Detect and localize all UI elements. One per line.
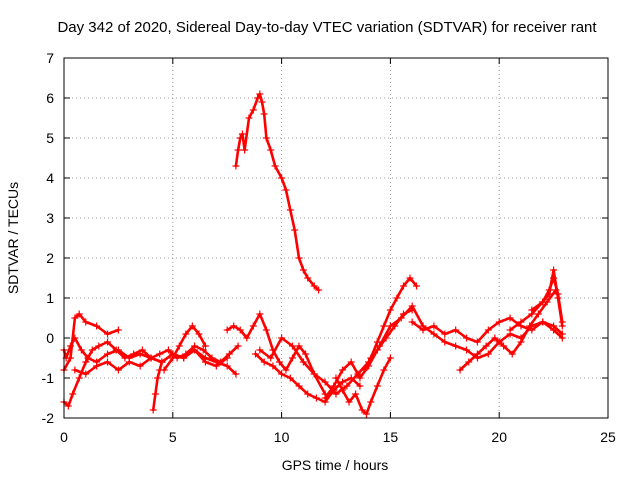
y-tick-label: -1	[42, 370, 55, 386]
series-arc-16h	[376, 302, 566, 362]
axis-ticks: 0 5 10 15 20 25 -2 -1 0 1 2 3 4 5 6 7	[42, 50, 616, 445]
series-arc-drop-4h	[149, 358, 166, 414]
series-arc-early-2	[60, 310, 122, 374]
x-axis-label: GPS time / hours	[282, 457, 389, 473]
series-arc-early-4	[71, 346, 240, 378]
x-tick-label: 10	[274, 429, 290, 445]
series-arc-high	[232, 90, 323, 294]
x-tick-label: 25	[600, 429, 616, 445]
series-arc-19h	[456, 286, 560, 374]
series-trace	[62, 312, 120, 372]
series-arc-5h	[160, 322, 209, 374]
series-trace	[458, 288, 558, 372]
x-tick-label: 0	[60, 429, 68, 445]
series-arc-9h-a	[251, 350, 364, 406]
plot-frame	[63, 57, 609, 419]
y-tick-label: 7	[46, 50, 54, 66]
series-trace	[62, 340, 240, 408]
y-axis-label: SDTVAR / TECUs	[5, 182, 21, 294]
series-trace	[378, 304, 564, 360]
y-tick-label: 6	[46, 90, 54, 106]
y-tick-label: 3	[46, 210, 54, 226]
series-trace	[225, 312, 327, 396]
series-trace	[530, 268, 564, 328]
series-arc-9h-b	[256, 334, 373, 398]
series-arc-22h-b	[528, 266, 566, 330]
series-trace	[151, 360, 164, 412]
series-arc-8h	[223, 310, 329, 398]
series-arc-15h-peak	[360, 274, 421, 374]
series-arc-13h-b	[332, 354, 394, 418]
y-tick-label: 1	[46, 290, 54, 306]
y-tick-label: 5	[46, 130, 54, 146]
y-tick-label: 0	[46, 330, 54, 346]
series-arc-17h	[408, 314, 566, 346]
x-tick-label: 15	[383, 429, 399, 445]
y-tick-label: -2	[42, 410, 55, 426]
data-series	[60, 90, 566, 418]
series-trace	[334, 356, 392, 416]
series-trace	[234, 92, 320, 292]
chart-title: Day 342 of 2020, Sidereal Day-to-day VTE…	[57, 19, 597, 36]
y-tick-label: 2	[46, 250, 54, 266]
grid	[64, 58, 608, 418]
series-trace	[73, 348, 238, 376]
x-tick-label: 5	[169, 429, 177, 445]
x-tick-label: 20	[491, 429, 507, 445]
y-tick-label: 4	[46, 170, 54, 186]
